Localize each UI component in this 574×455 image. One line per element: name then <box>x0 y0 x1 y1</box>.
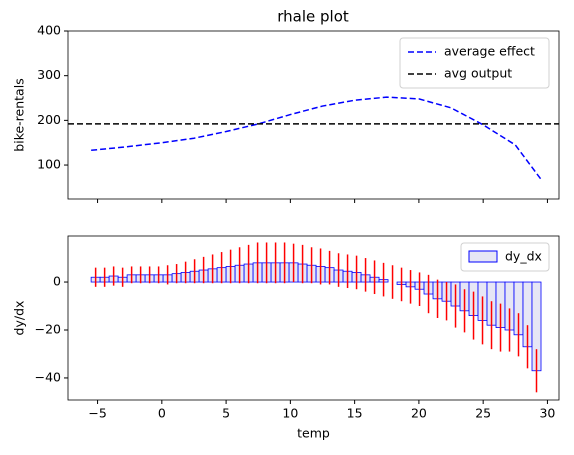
y-tick-label: −40 <box>35 369 61 384</box>
x-tick-label: 5 <box>222 406 230 421</box>
plot-frame <box>67 235 560 401</box>
y-tick-label: 100 <box>37 157 61 172</box>
y-axis-label: bike-rentals <box>12 78 27 151</box>
legend-label: average effect <box>444 44 535 59</box>
x-tick-label: 15 <box>347 406 363 421</box>
y-tick-label: 300 <box>37 67 61 82</box>
plot-frame <box>67 30 560 200</box>
legend-box <box>399 37 550 89</box>
x-tick-label: 25 <box>475 406 491 421</box>
y-tick-label: 0 <box>53 274 61 289</box>
chart-title: rhale plot <box>277 8 349 26</box>
y-tick-label: 400 <box>37 23 61 38</box>
x-axis-label: temp <box>297 426 330 441</box>
y-axis-label: dy/dx <box>12 301 27 336</box>
x-tick-label: 20 <box>411 406 427 421</box>
line <box>91 96 542 180</box>
legend-swatch <box>468 250 498 263</box>
y-tick-label: −20 <box>35 321 61 336</box>
x-tick-label: 10 <box>282 406 298 421</box>
x-tick-label: 0 <box>158 406 166 421</box>
x-tick-label: 30 <box>539 406 555 421</box>
legend-box <box>460 242 550 272</box>
y-tick-label: 200 <box>37 112 61 127</box>
legend-label: dy_dx <box>505 249 542 264</box>
x-tick-label: −5 <box>88 406 106 421</box>
legend-label: avg output <box>444 66 512 81</box>
